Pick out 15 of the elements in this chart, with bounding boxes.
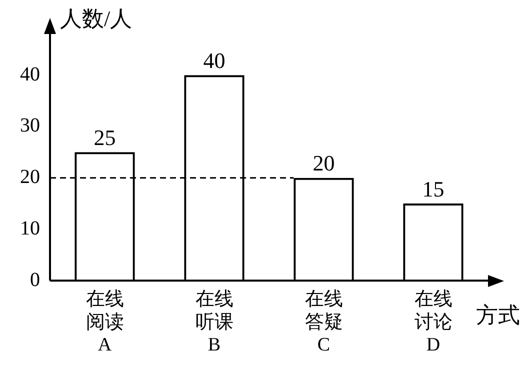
y-tick-label: 40 <box>20 63 40 86</box>
y-tick-label: 0 <box>30 268 40 291</box>
data-label: 15 <box>422 176 444 202</box>
x-axis-title: 方式 <box>476 302 520 328</box>
data-label: 20 <box>312 150 335 176</box>
data-label: 25 <box>94 124 116 150</box>
data-label: 40 <box>203 48 226 73</box>
y-tick-label: 30 <box>20 114 40 137</box>
x-tick-label: 在线答疑C <box>304 288 343 356</box>
y-axis-title: 人数/人 <box>60 6 132 31</box>
y-tick-label: 20 <box>20 166 40 188</box>
x-tick-label: 在线听课B <box>195 288 234 356</box>
y-tick-label: 10 <box>20 217 40 240</box>
x-tick-label: 在线阅读A <box>86 288 124 356</box>
x-tick-label: 在线讨论D <box>414 288 452 356</box>
